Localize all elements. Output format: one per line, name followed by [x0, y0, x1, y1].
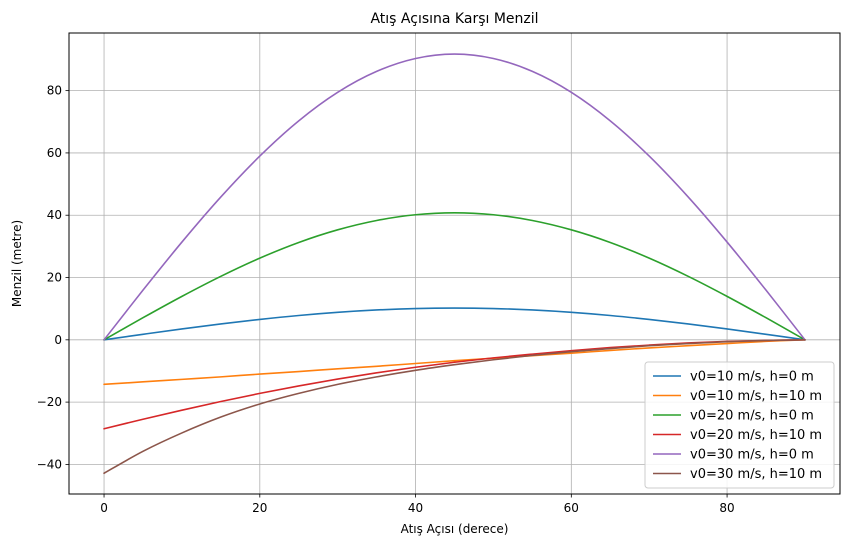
series-line-1	[103, 307, 806, 341]
y-tick-label: 60	[47, 146, 62, 160]
y-tick-label: 40	[47, 208, 62, 222]
x-axis-label: Atış Açısı (derece)	[401, 522, 509, 536]
plot-frame	[68, 32, 841, 495]
legend-label-4: v0=20 m/s, h=10 m	[690, 428, 822, 443]
y-tick-label: −20	[37, 395, 62, 409]
legend-label-3: v0=20 m/s, h=0 m	[690, 409, 814, 424]
x-tick-label: 60	[564, 501, 579, 515]
x-tick-label: 20	[252, 501, 267, 515]
y-axis-label: Menzil (metre)	[10, 220, 24, 307]
chart-title: Atış Açısına Karşı Menzil	[370, 11, 538, 27]
x-axis-ticks: 0 20 40 60 80	[100, 494, 735, 515]
series-line-6	[103, 339, 806, 475]
legend-label-1: v0=10 m/s, h=0 m	[690, 370, 814, 385]
x-tick-label: 40	[408, 501, 423, 515]
series-lines	[103, 53, 806, 475]
legend-label-6: v0=30 m/s, h=10 m	[690, 467, 822, 482]
y-tick-label: −40	[37, 457, 62, 471]
series-line-2	[103, 339, 806, 386]
series-line-5	[103, 53, 806, 341]
legend: v0=10 m/s, h=0 m v0=10 m/s, h=10 m v0=20 m…	[644, 361, 835, 489]
legend-box	[644, 361, 835, 489]
series-line-3	[103, 212, 806, 341]
y-tick-label: 0	[54, 333, 62, 347]
x-tick-label: 0	[100, 501, 108, 515]
y-tick-label: 20	[47, 271, 62, 285]
legend-label-2: v0=10 m/s, h=10 m	[690, 389, 822, 404]
y-tick-label: 80	[47, 84, 62, 98]
legend-label-5: v0=30 m/s, h=0 m	[690, 448, 814, 463]
y-axis-ticks: −40 −20 0 20 40 60 80	[37, 84, 69, 471]
x-tick-label: 80	[719, 501, 734, 515]
